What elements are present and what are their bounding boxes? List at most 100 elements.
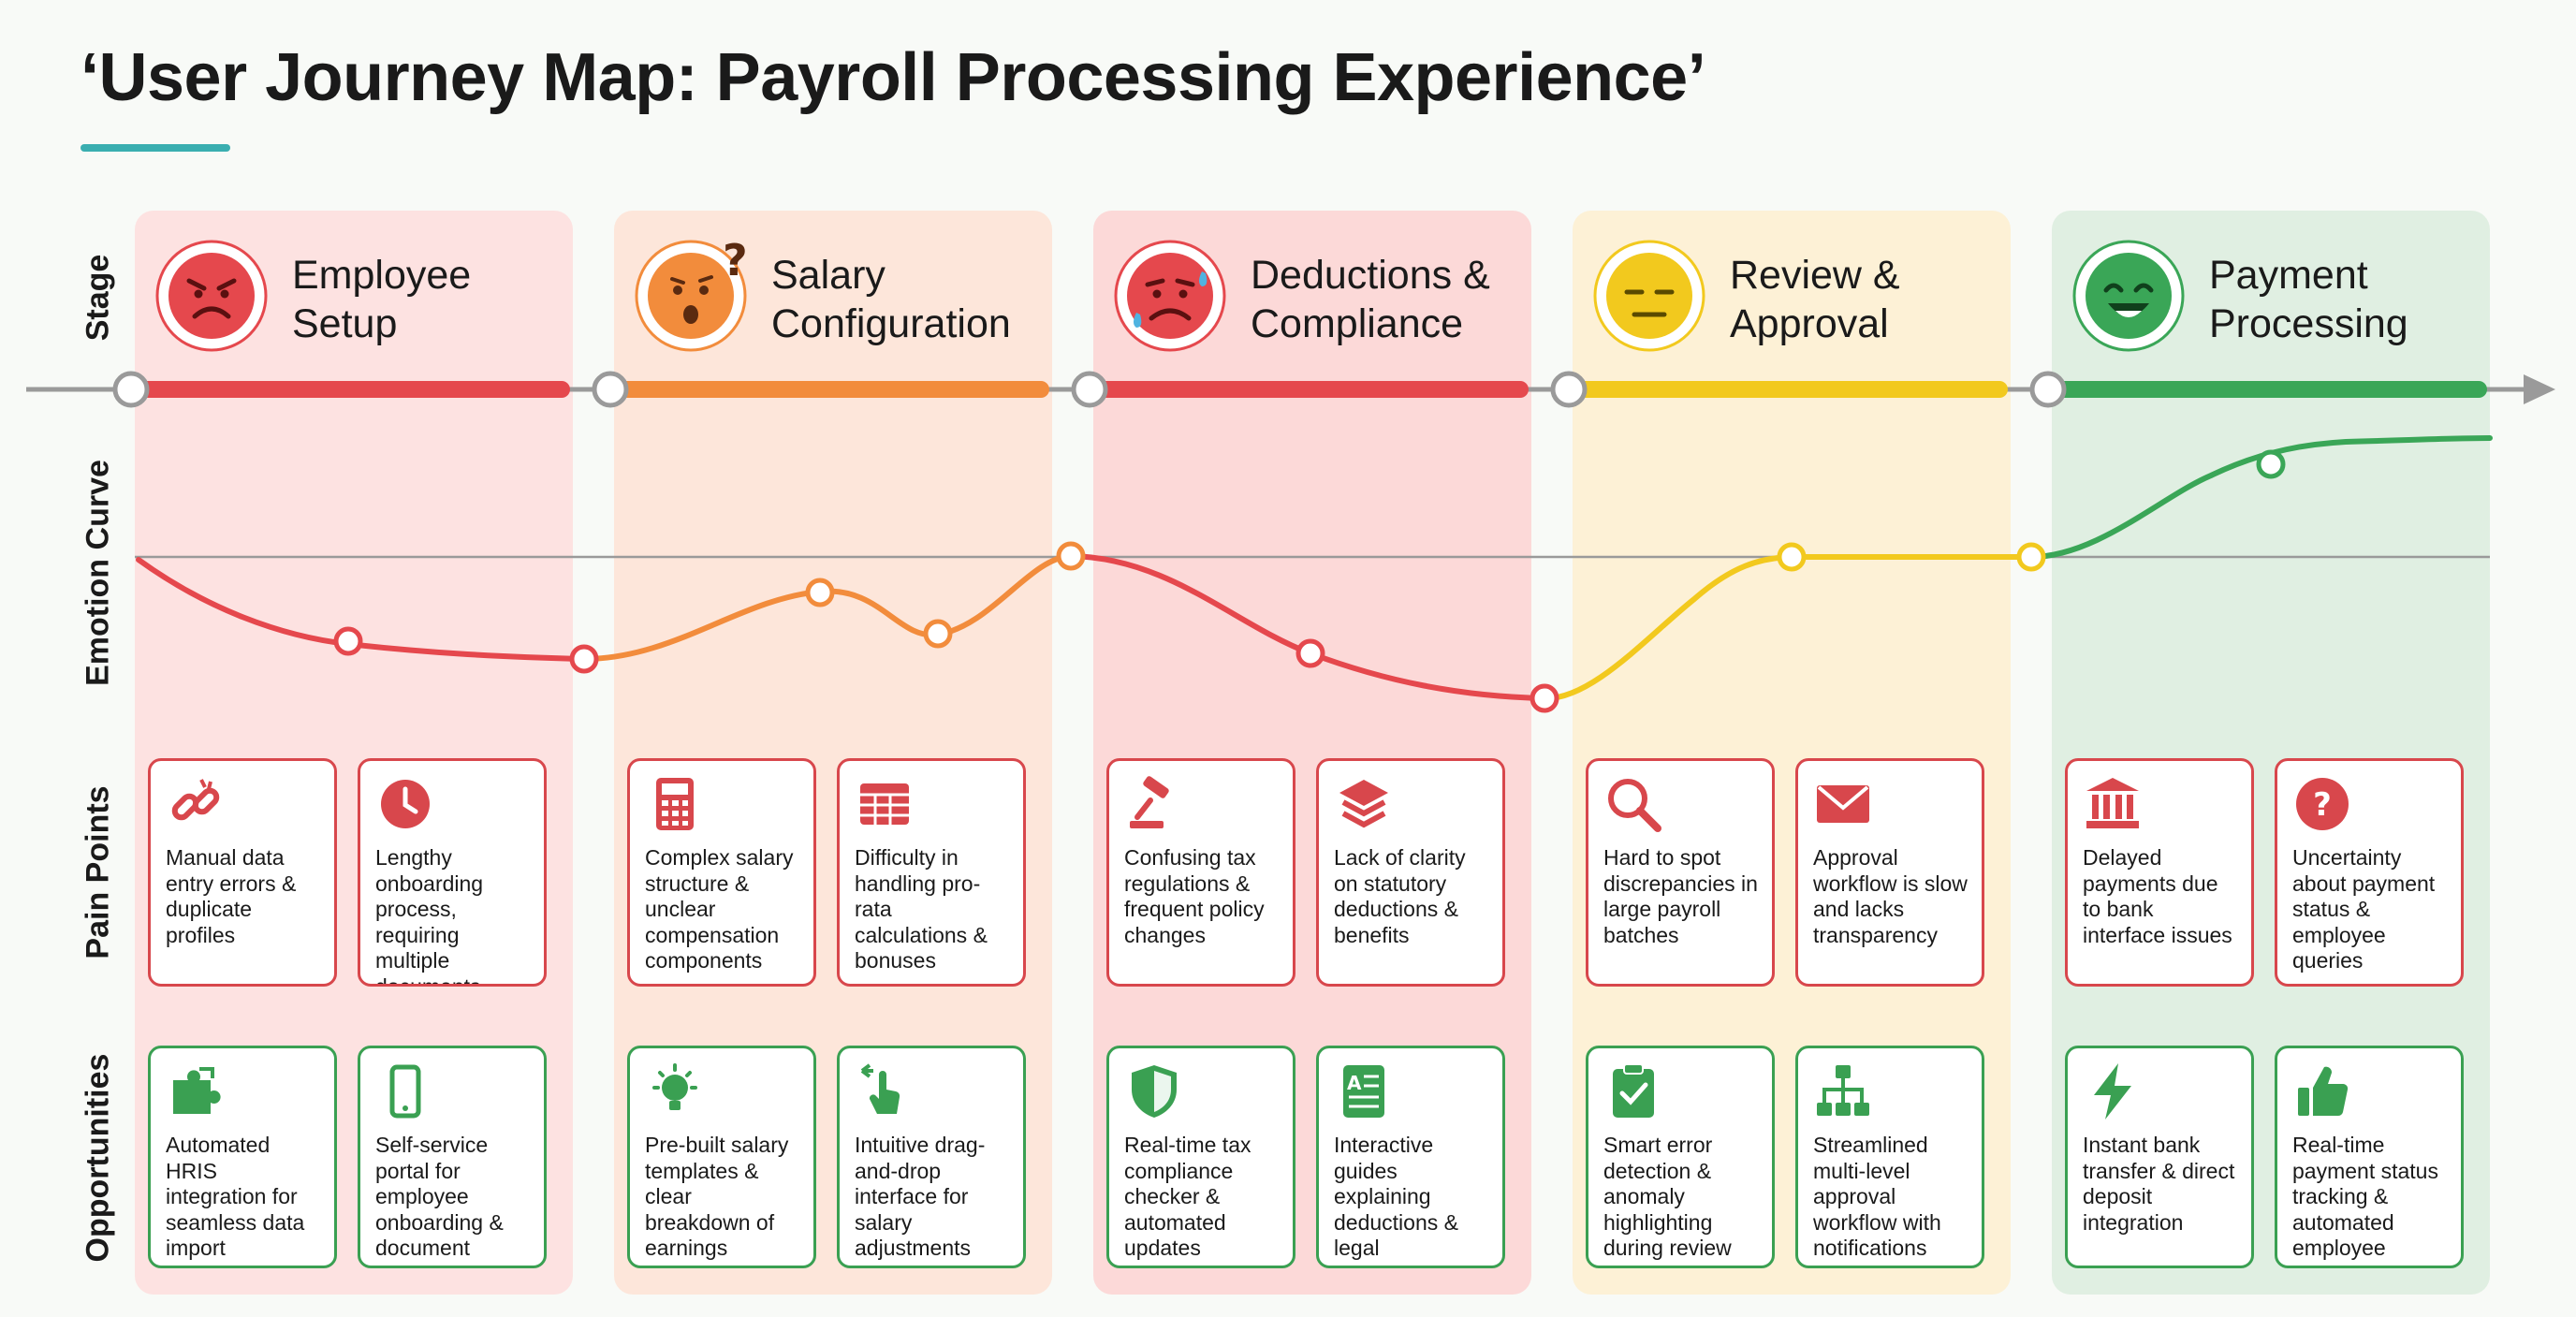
opportunity-card: A Interactive guides explaining deductio…	[1316, 1046, 1505, 1268]
drag-hand-icon	[855, 1061, 1010, 1121]
pain-point-card: Confusing tax regulations & frequent pol…	[1106, 758, 1295, 987]
timeline-node-2	[592, 371, 629, 408]
stage-header-4: Review & Approval	[1573, 234, 2011, 370]
stage-header-1: Employee Setup	[135, 234, 573, 370]
opportunity-text: Real-time tax compliance checker & autom…	[1124, 1133, 1251, 1260]
opportunity-text: Real-time payment status tracking & auto…	[2292, 1133, 2438, 1260]
emotion-point	[805, 578, 835, 607]
pain-point-text: Confusing tax regulations & frequent pol…	[1124, 845, 1265, 947]
pain-point-card: Complex salary structure & unclear compe…	[627, 758, 816, 987]
opportunity-text: Streamlined multi-level approval workflo…	[1813, 1133, 1941, 1260]
puzzle-icon	[166, 1061, 321, 1121]
emotion-point	[1777, 542, 1807, 572]
opportunity-text: Intuitive drag-and-drop interface for sa…	[855, 1133, 986, 1260]
stage-name-line2: Configuration	[771, 301, 1011, 346]
layers-icon	[1334, 774, 1489, 834]
stage-name-line2: Setup	[292, 301, 398, 346]
pain-point-card: Difficulty in handling pro-rata calculat…	[837, 758, 1026, 987]
stage-name-line1: Review &	[1730, 253, 1900, 298]
pain-point-card: Hard to spot discrepancies in large payr…	[1586, 758, 1775, 987]
emotion-point	[923, 619, 953, 649]
stage-name-line2: Approval	[1730, 301, 1889, 346]
opportunity-card: Automated HRIS integration for seamless …	[148, 1046, 337, 1268]
stage-name-line1: Deductions &	[1251, 253, 1490, 298]
opportunity-card: Real-time payment status tracking & auto…	[2275, 1046, 2464, 1268]
opportunity-text: Instant bank transfer & direct deposit i…	[2083, 1133, 2235, 1235]
pain-point-text: Complex salary structure & unclear compe…	[645, 845, 794, 973]
row-label-stage: Stage	[80, 254, 116, 342]
clipboard-check-icon	[1603, 1061, 1759, 1121]
neutral-face-icon	[1591, 238, 1707, 359]
opportunity-card: Smart error detection & anomaly highligh…	[1586, 1046, 1775, 1268]
calculator-icon	[645, 774, 800, 834]
stage-name-line1: Employee	[292, 253, 472, 298]
page-title: ‘User Journey Map: Payroll Processing Ex…	[80, 40, 1706, 115]
opportunity-text: Self-service portal for employee onboard…	[375, 1133, 504, 1266]
emotion-point	[2016, 542, 2046, 572]
stage-name-line2: Compliance	[1251, 301, 1464, 346]
svg-text:?: ?	[2313, 786, 2332, 824]
spreadsheet-icon	[855, 774, 1010, 834]
opportunity-card: Real-time tax compliance checker & autom…	[1106, 1046, 1295, 1268]
pain-point-card: Lack of clarity on statutory deductions …	[1316, 758, 1505, 987]
angry-face-icon	[154, 238, 270, 359]
stage-name-line1: Salary	[771, 253, 886, 298]
opportunity-card: Self-service portal for employee onboard…	[358, 1046, 547, 1268]
guide-document-icon: A	[1334, 1061, 1489, 1121]
pain-point-text: Lack of clarity on statutory deductions …	[1334, 845, 1466, 947]
stage-header-5: Payment Processing	[2052, 234, 2490, 370]
stage-header-2: ? Salary Configuration	[614, 234, 1052, 370]
emotion-point	[569, 644, 599, 674]
opportunity-text: Automated HRIS integration for seamless …	[166, 1133, 305, 1260]
title-underline	[80, 144, 230, 152]
timeline-arrow-icon	[2524, 374, 2555, 404]
bank-icon	[2083, 774, 2238, 834]
broken-link-icon	[166, 774, 321, 834]
opportunity-text: Interactive guides explaining deductions…	[1334, 1133, 1459, 1266]
pain-point-text: Delayed payments due to bank interface i…	[2083, 845, 2232, 947]
question-icon: ?	[2292, 774, 2448, 834]
envelope-icon	[1813, 774, 1969, 834]
org-chart-icon	[1813, 1061, 1969, 1121]
pain-point-text: Uncertainty about payment status & emplo…	[2292, 845, 2436, 973]
emotion-point	[1530, 683, 1559, 713]
emotion-point	[1295, 638, 1325, 668]
timeline-node-1	[112, 371, 150, 408]
opportunity-card: Streamlined multi-level approval workflo…	[1795, 1046, 1984, 1268]
row-label-emotion-curve: Emotion Curve	[80, 460, 116, 686]
thumbs-up-icon	[2292, 1061, 2448, 1121]
emotion-point	[333, 626, 363, 656]
shield-icon	[1124, 1061, 1280, 1121]
timeline-node-5	[2029, 371, 2067, 408]
pain-point-card: ? Uncertainty about payment status & emp…	[2275, 758, 2464, 987]
opportunity-text: Pre-built salary templates & clear break…	[645, 1133, 789, 1260]
svg-text:A: A	[1347, 1072, 1362, 1094]
pain-point-card: Manual data entry errors & duplicate pro…	[148, 758, 337, 987]
emotion-point	[2256, 449, 2286, 479]
pain-point-text: Hard to spot discrepancies in large payr…	[1603, 845, 1758, 947]
row-label-opportunities: Opportunities	[80, 1053, 116, 1263]
emotion-curve-segment-3	[1068, 553, 1547, 701]
happy-face-icon	[2071, 238, 2187, 359]
clock-icon	[375, 774, 531, 834]
opportunity-card: Intuitive drag-and-drop interface for sa…	[837, 1046, 1026, 1268]
opportunity-card: Instant bank transfer & direct deposit i…	[2065, 1046, 2254, 1268]
lightning-icon	[2083, 1061, 2238, 1121]
timeline-node-4	[1550, 371, 1588, 408]
stage-name-line1: Payment	[2209, 253, 2368, 298]
pain-point-text: Manual data entry errors & duplicate pro…	[166, 845, 297, 947]
pain-point-text: Approval workflow is slow and lacks tran…	[1813, 845, 1968, 947]
svg-text:?: ?	[723, 238, 748, 285]
lightbulb-icon	[645, 1061, 800, 1121]
gavel-icon	[1124, 774, 1280, 834]
magnifier-icon	[1603, 774, 1759, 834]
stage-header-3: Deductions & Compliance	[1093, 234, 1531, 370]
pain-point-card: Lengthy onboarding process, requiring mu…	[358, 758, 547, 987]
confused-face-icon: ?	[633, 235, 749, 359]
row-label-pain-points: Pain Points	[80, 785, 116, 959]
pain-point-card: Approval workflow is slow and lacks tran…	[1795, 758, 1984, 987]
emotion-point	[1056, 541, 1086, 571]
opportunity-text: Smart error detection & anomaly highligh…	[1603, 1133, 1732, 1260]
stage-name-line2: Processing	[2209, 301, 2408, 346]
